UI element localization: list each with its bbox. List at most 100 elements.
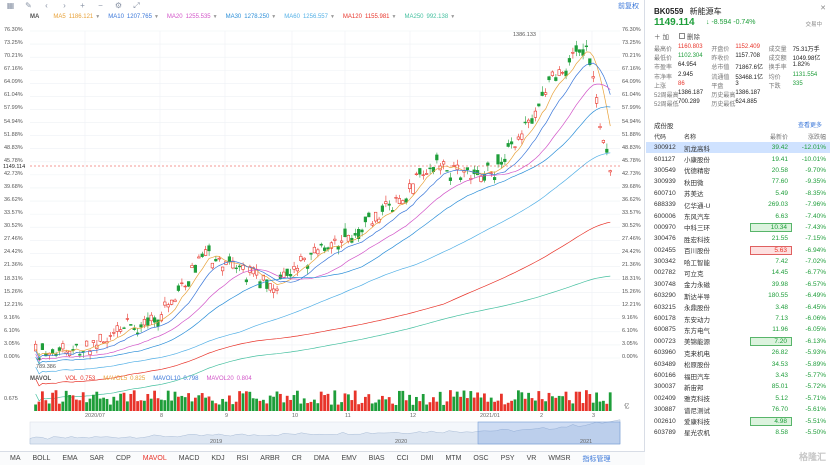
indicator-tab[interactable]: MA	[10, 455, 21, 462]
kline-chart[interactable]: 1149.114 1386.133 789.386 0.675 亿	[0, 0, 645, 451]
indicator-tab[interactable]: 指标管理	[582, 455, 611, 463]
candle-body	[139, 324, 143, 328]
row-code: 600166	[654, 372, 676, 379]
indicator-tab[interactable]: KDJ	[211, 455, 225, 462]
table-row[interactable]: 300748 金力永磁 39.98 -6.57%	[646, 279, 830, 290]
candle-body	[166, 304, 170, 308]
stat-value: 1386.187	[735, 90, 761, 97]
indicator-tab[interactable]: RSI	[236, 455, 249, 462]
table-row[interactable]: 600875 东方电气 11.96 -6.05%	[646, 324, 830, 335]
volume-bar	[115, 400, 119, 411]
edit-icon[interactable]: ✎	[25, 1, 32, 10]
indicator-tab[interactable]: CDP	[115, 455, 131, 462]
constituents-tab[interactable]: 成份股	[654, 123, 674, 130]
volume-bar	[554, 397, 558, 411]
volume-bar	[370, 403, 374, 411]
table-row[interactable]: 002610 爱康科技 4.98 -5.51%	[646, 415, 830, 426]
add-watchlist-button[interactable]: ＋加	[654, 31, 669, 41]
volume-bar	[432, 397, 435, 411]
row-price: 76.70	[771, 406, 788, 414]
indicator-tab[interactable]: DMI	[420, 455, 434, 462]
table-row[interactable]: 300912 凯龙高科 39.42 -12.01%	[646, 142, 830, 154]
high-marker-label: 1386.133	[513, 32, 536, 38]
dropdown-icon[interactable]: ▼	[271, 14, 277, 20]
indicator-tab[interactable]: SAR	[89, 455, 104, 462]
candle-body	[68, 351, 72, 356]
indicator-tab[interactable]: MTM	[445, 455, 462, 462]
grid-icon[interactable]: ▦	[6, 1, 15, 10]
row-change-pct: -6.45%	[805, 303, 826, 311]
indicator-tab[interactable]: MAVOL	[142, 455, 167, 462]
dropdown-icon[interactable]: ▼	[329, 14, 335, 20]
table-row[interactable]: 601127 小康股份 19.41 -10.01%	[646, 153, 830, 165]
table-row[interactable]: 600166 福田汽车 3.43 -5.77%	[646, 370, 830, 381]
table-row[interactable]: 000970 中科三环 10.34 -7.43%	[646, 222, 830, 233]
header-name[interactable]: 名称	[684, 134, 697, 141]
candle-body	[441, 161, 446, 165]
left-axis-tick: 0.00%	[4, 354, 20, 360]
indicator-tab[interactable]: PSY	[500, 455, 515, 462]
table-row[interactable]: 300887 谱尼测试 76.70 -5.61%	[646, 404, 830, 415]
zoom-in-icon[interactable]: +	[80, 1, 85, 10]
chevron-right-icon[interactable]: ›	[63, 1, 66, 10]
dropdown-icon[interactable]: ▼	[391, 14, 397, 20]
table-row[interactable]: 603290 斯达半导 180.55 -6.49%	[646, 290, 830, 301]
navigator-window[interactable]	[477, 421, 621, 445]
candle-body	[248, 266, 252, 273]
chevron-left-icon[interactable]: ‹	[45, 1, 48, 10]
table-row[interactable]: 300037 新宙邦 85.01 -5.72%	[646, 381, 830, 392]
indicator-tab[interactable]: ARBR	[260, 455, 280, 462]
indicator-tab[interactable]: EMV	[341, 455, 357, 462]
table-row[interactable]: 300342 哈工智能 7.42 -7.02%	[646, 256, 830, 267]
table-row[interactable]: 603489 松原股份 34.53 -5.89%	[646, 358, 830, 370]
dropdown-icon[interactable]: ▼	[95, 14, 101, 20]
table-row[interactable]: 000723 美锦能源 7.20 -6.13%	[646, 336, 830, 347]
zoom-out-icon[interactable]: −	[98, 1, 103, 10]
indicator-tab[interactable]: CCI	[396, 455, 409, 462]
volume-bar	[211, 400, 214, 411]
table-row[interactable]: 002455 百川股份 5.63 -6.94%	[646, 245, 830, 256]
dropdown-icon[interactable]: ▼	[450, 14, 456, 20]
indicator-tab[interactable]: MACD	[178, 455, 200, 462]
table-row[interactable]: 002782 可立克 14.45 -6.77%	[646, 267, 830, 278]
table-row[interactable]: 300476 胜宏科技 21.55 -7.15%	[646, 233, 830, 244]
volume-bar	[51, 392, 54, 411]
ma-legend-label[interactable]: MA	[30, 14, 40, 20]
table-row[interactable]: 300549 优德精密 20.58 -9.70%	[646, 165, 830, 176]
table-row[interactable]: 603960 克来机电 26.82 -5.93%	[646, 347, 830, 358]
header-pct[interactable]: 涨跌幅	[807, 134, 826, 141]
table-row[interactable]: 688339 亿华通-U 269.03 -7.96%	[646, 199, 830, 210]
volume-bar	[591, 402, 595, 411]
indicator-tab[interactable]: OSC	[473, 455, 489, 462]
table-row[interactable]: 603215 永鼎股份 3.48 -6.45%	[646, 301, 830, 313]
right-axis-tick: 3.05%	[622, 340, 638, 347]
table-row[interactable]: 603789 星光农机 8.58 -5.50%	[646, 427, 830, 438]
table-row[interactable]: 600178 东安动力 7.13 -6.06%	[646, 313, 830, 324]
indicator-tab[interactable]: BOLL	[32, 455, 51, 462]
close-icon[interactable]: ✕	[820, 5, 826, 12]
table-row[interactable]: 002409 雅克科技 5.12 -5.71%	[646, 393, 830, 404]
table-row[interactable]: 600006 东风汽车 6.63 -7.40%	[646, 210, 830, 222]
delete-button[interactable]: 删除	[679, 31, 700, 41]
volume-bar	[476, 392, 479, 411]
header-code[interactable]: 代码	[654, 134, 667, 141]
settings-icon[interactable]: ⚙	[114, 1, 123, 10]
indicator-tab[interactable]: DMA	[313, 455, 330, 462]
vol-legend-label[interactable]: MAVOL	[30, 376, 52, 382]
expand-icon[interactable]: ⤢	[133, 0, 140, 10]
indicator-tab[interactable]: WMSR	[548, 455, 571, 462]
candle-body	[363, 216, 368, 223]
indicator-tab[interactable]: EMA	[62, 455, 78, 462]
dropdown-icon[interactable]: ▼	[153, 14, 159, 20]
candle-body	[387, 203, 391, 206]
indicator-tab[interactable]: CR	[291, 455, 302, 462]
row-change-pct: -6.06%	[805, 315, 826, 323]
table-row[interactable]: 600710 苏美达 5.49 -8.35%	[646, 188, 830, 199]
adjust-mode-link[interactable]: 前复权	[618, 3, 639, 10]
header-price[interactable]: 最新价	[769, 134, 788, 141]
dropdown-icon[interactable]: ▼	[212, 14, 218, 20]
view-more-link[interactable]: 查看更多	[797, 123, 822, 129]
indicator-tab[interactable]: VR	[526, 455, 537, 462]
table-row[interactable]: 300939 秋田微 77.60 -9.35%	[646, 176, 830, 187]
indicator-tab[interactable]: BIAS	[368, 455, 385, 462]
